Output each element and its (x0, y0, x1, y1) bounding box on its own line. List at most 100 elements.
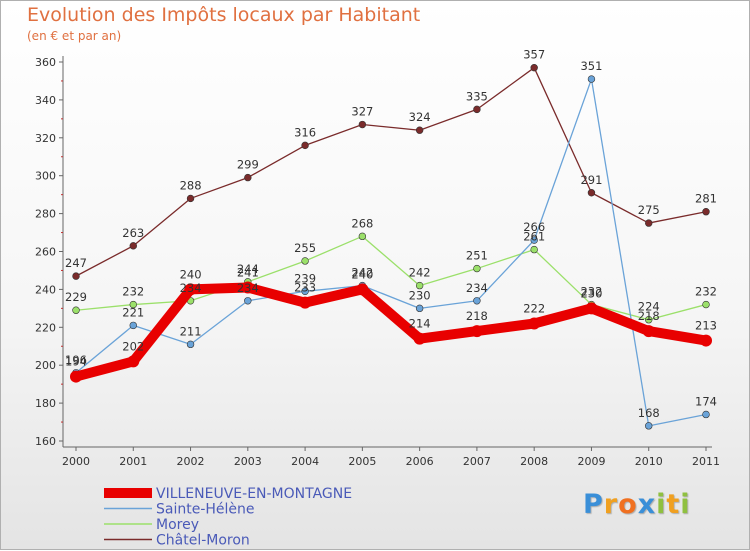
data-label: 224 (638, 300, 660, 314)
data-point (473, 297, 481, 305)
data-label: 242 (409, 266, 431, 280)
data-point (186, 194, 195, 203)
data-point (702, 410, 710, 419)
data-point (587, 75, 596, 83)
data-label: 230 (409, 288, 431, 302)
data-label: 229 (65, 290, 87, 304)
y-tick-label: 340 (35, 94, 56, 107)
logo-letter: i (680, 489, 691, 520)
data-label: 240 (351, 267, 373, 281)
data-label: 221 (122, 305, 144, 319)
data-label: 275 (638, 203, 660, 217)
data-label: 196 (65, 353, 87, 367)
data-point (415, 281, 424, 290)
data-point (702, 300, 710, 309)
x-tick-label: 2011 (692, 455, 720, 468)
data-label: 213 (695, 319, 717, 333)
data-point (528, 317, 541, 330)
series-line (75, 78, 707, 427)
data-label: 291 (580, 173, 602, 187)
data-point (530, 245, 538, 254)
data-point (530, 236, 538, 244)
data-label: 234 (466, 281, 488, 295)
legend-label: VILLENEUVE-EN-MONTAGNE (156, 486, 352, 502)
data-label: 266 (523, 220, 545, 234)
logo-letter: i (656, 489, 667, 520)
data-label: 214 (409, 317, 431, 331)
data-point (127, 355, 140, 368)
y-tick-label: 160 (35, 435, 56, 448)
data-point (358, 232, 367, 241)
data-point (129, 242, 137, 250)
data-point (72, 272, 80, 280)
series-line (71, 282, 711, 382)
data-label: 194 (65, 355, 87, 369)
data-label: 234 (237, 281, 259, 295)
data-label: 168 (638, 406, 660, 420)
y-tick-label: 300 (35, 170, 56, 183)
data-point (470, 325, 483, 338)
data-label: 247 (65, 256, 87, 270)
data-point (645, 422, 653, 430)
x-tick-label: 2010 (635, 455, 663, 468)
logo-letter: o (618, 489, 638, 520)
data-point (415, 126, 424, 134)
data-label: 202 (122, 339, 144, 353)
data-label: 327 (351, 105, 373, 119)
legend: VILLENEUVE-EN-MONTAGNESainte-HélèneMorey… (104, 486, 352, 549)
data-label: 261 (523, 230, 545, 244)
x-tick-label: 2002 (177, 455, 205, 468)
data-point (244, 173, 252, 182)
data-point (301, 287, 309, 295)
data-label: 251 (466, 249, 488, 263)
data-point (70, 370, 82, 383)
data-label: 233 (294, 281, 316, 295)
data-point (241, 281, 254, 294)
data-point (413, 332, 426, 345)
data-label: 268 (351, 216, 373, 230)
data-label: 174 (695, 394, 717, 408)
legend-label: Morey (156, 517, 199, 533)
y-tick-label: 320 (35, 132, 56, 145)
series-line (75, 67, 707, 277)
y-tick-label: 260 (35, 246, 56, 259)
data-point (415, 304, 424, 313)
x-tick-label: 2000 (62, 455, 90, 468)
data-label: 324 (409, 110, 431, 124)
data-point (702, 208, 710, 216)
data-label: 335 (466, 89, 488, 103)
data-point (587, 189, 596, 197)
data-label: 357 (523, 48, 545, 62)
y-tick-label: 220 (35, 321, 56, 334)
data-point (129, 300, 137, 309)
axes: 160 180 200 220 240 260 280 300 320 340 360 2000 200… (35, 56, 720, 468)
data-label: 241 (237, 266, 259, 280)
data-label: 288 (180, 178, 202, 192)
data-point (129, 321, 137, 330)
x-tick-label: 2006 (406, 455, 434, 468)
data-point (585, 302, 598, 315)
data-label: 316 (294, 125, 316, 139)
data-label: 263 (122, 226, 144, 240)
data-point (473, 264, 481, 273)
data-label: 281 (695, 192, 717, 206)
data-point (700, 334, 712, 347)
y-tick-label: 200 (35, 359, 56, 372)
data-label: 222 (523, 302, 545, 316)
data-labels: 247 263 288 299 316 327 324 335 357 291 275 281 229 2… (65, 48, 717, 420)
data-point (301, 257, 309, 265)
data-point (301, 141, 309, 150)
x-tick-label: 2001 (119, 455, 147, 468)
x-tick-label: 2009 (577, 455, 605, 468)
x-tick-label: 2003 (234, 455, 262, 468)
data-label: 240 (180, 267, 202, 281)
data-point (244, 297, 252, 305)
logo-letter: r (603, 489, 619, 520)
data-label: 239 (294, 271, 316, 285)
chart-title: Evolution des Impôts locaux par Habitant (27, 4, 421, 26)
y-tick-label: 240 (35, 283, 56, 296)
data-label: 232 (695, 285, 717, 299)
data-label: 242 (351, 266, 373, 280)
x-tick-label: 2008 (520, 455, 548, 468)
